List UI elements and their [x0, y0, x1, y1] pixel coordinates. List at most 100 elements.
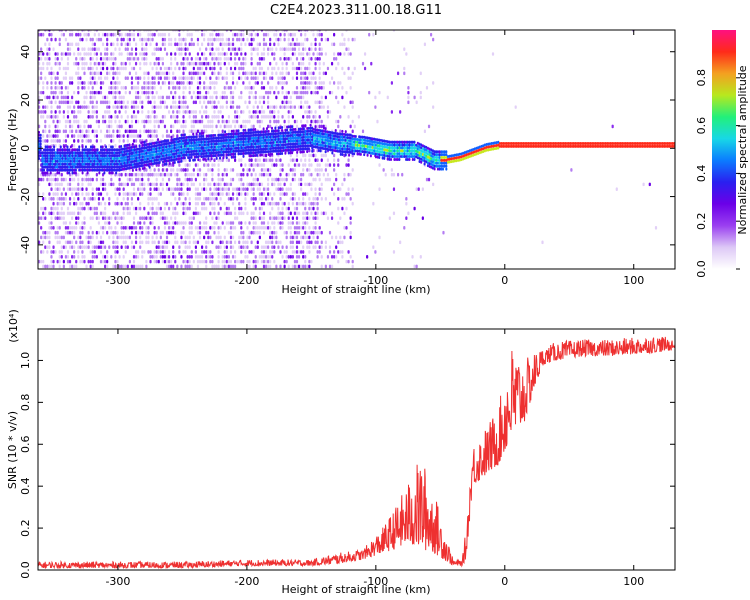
spectrogram-cell	[165, 216, 169, 220]
spectrogram-cell	[215, 105, 218, 109]
spectrogram-cell	[217, 100, 220, 105]
spectrogram-cell	[101, 177, 105, 182]
spectrogram-ridge-cell	[145, 154, 148, 158]
spectrogram-ridge-cell	[53, 154, 56, 158]
spectrogram-cell	[271, 66, 274, 71]
spectrogram-ridge-cell	[43, 148, 46, 152]
spectrogram-cell	[106, 95, 109, 100]
spectrogram-cell	[347, 76, 350, 80]
spectrogram-cell	[126, 211, 129, 216]
spectrogram-cell	[99, 139, 103, 143]
spectrogram-cell	[205, 230, 208, 235]
spectrogram-cell	[104, 182, 107, 187]
spectrogram-cell	[172, 100, 175, 105]
spectrogram-cell	[238, 245, 241, 249]
spectrogram-cell	[176, 211, 179, 216]
spectrogram-cell	[403, 71, 406, 76]
spectrogram-cell	[351, 201, 354, 206]
spectrogram-cell	[114, 187, 117, 192]
spectrogram-cell	[106, 230, 109, 235]
spectrogram-cell	[207, 86, 210, 90]
spectrogram-cell	[314, 216, 317, 220]
spectrogram-cell	[295, 201, 299, 206]
spectrogram-cell	[48, 32, 51, 37]
spectrogram-cell	[217, 61, 220, 66]
spectrogram-cell	[172, 187, 175, 192]
spectrogram-ridge-cell	[185, 147, 188, 151]
spectrogram-cell	[273, 235, 276, 240]
spectrogram-cell	[40, 76, 43, 80]
spectrogram-ridge-cell	[73, 168, 76, 172]
spectrogram-cell	[54, 182, 57, 187]
spectrogram-cell	[514, 105, 517, 109]
spectrogram-cell	[52, 71, 55, 76]
spectrogram-cell	[337, 124, 340, 129]
spectrogram-cell	[238, 47, 241, 51]
spectrogram-cell	[256, 245, 259, 249]
spectrogram-cell	[130, 32, 134, 37]
spectrogram-ridge-cell	[84, 159, 87, 163]
spectrogram-cell	[291, 32, 294, 37]
spectrogram-cell	[143, 61, 146, 66]
spectrogram-cell	[262, 114, 266, 119]
spectrogram-cell	[95, 52, 98, 56]
spectrogram-ridge-cell	[43, 159, 46, 163]
spectrogram-ridge-cell	[106, 165, 109, 169]
spectrogram-cell	[108, 129, 111, 134]
spectrogram-cell	[151, 182, 154, 187]
spectrogram-cell	[132, 264, 136, 269]
spectrogram-cell	[215, 124, 218, 129]
spectrogram-cell	[151, 197, 154, 201]
spectrogram-cell	[163, 76, 167, 80]
spectrogram-cell	[207, 197, 210, 201]
spectrogram-cell	[56, 187, 59, 192]
spectrogram-cell	[50, 182, 53, 187]
spectrogram-cell	[188, 259, 191, 264]
spectrogram-cell	[306, 86, 309, 90]
spectrogram-ridge-cell	[61, 162, 64, 166]
spectrogram-cell	[283, 32, 286, 37]
spectrogram-ridge-cell	[58, 151, 61, 155]
spectrogram-cell	[308, 259, 311, 264]
spectrogram-ridge-cell	[64, 148, 67, 152]
spectrogram-ridge-cell	[111, 156, 114, 160]
spectrogram-cell	[71, 76, 74, 80]
spectrogram-cell	[134, 119, 138, 124]
spectrogram-ridge-cell	[84, 165, 87, 169]
spectrogram-cell	[291, 250, 294, 254]
spectrogram-cell	[172, 95, 175, 100]
spectrogram-cell	[192, 100, 195, 105]
spectrogram-cell	[250, 71, 253, 76]
spectrogram-ridge-cell	[89, 168, 92, 172]
spectrogram-cell	[170, 259, 173, 264]
spectrogram-cell	[242, 245, 245, 249]
spectrogram-cell	[289, 254, 292, 259]
spectrogram-cell	[269, 105, 272, 109]
spectrogram-cell	[161, 95, 164, 100]
spectrogram-ridge-cell	[195, 132, 198, 136]
spectrogram-cell	[258, 226, 261, 230]
spectrogram-ridge-cell	[180, 136, 183, 140]
spectrogram-cell	[213, 158, 216, 163]
spectrogram-ridge-cell	[78, 162, 81, 166]
spectrogram-cell	[178, 187, 181, 192]
spectrogram-cell	[293, 206, 297, 211]
spectrogram-cell	[293, 32, 297, 37]
spectrogram-ridge-cell	[118, 165, 121, 169]
spectrogram-cell	[223, 52, 226, 56]
spectrogram-cell	[85, 61, 88, 66]
spectrogram-cell	[54, 86, 57, 90]
spectrogram-cell	[145, 81, 148, 85]
spectrogram-cell	[300, 32, 303, 37]
spectrogram-cell	[101, 245, 105, 249]
spectrogram-cell	[258, 110, 261, 114]
spectrogram-ridge-cell	[202, 131, 205, 135]
spectrogram-cell	[106, 71, 109, 76]
spectrogram-cell	[161, 163, 164, 167]
spectrogram-cell	[83, 100, 86, 105]
spectrogram-cell	[134, 76, 138, 80]
spectrogram-ridge-cell	[61, 168, 64, 172]
spectrogram-cell	[112, 139, 115, 143]
spectrogram-ridge-cell	[200, 134, 203, 138]
spectrogram-cell	[312, 76, 315, 80]
